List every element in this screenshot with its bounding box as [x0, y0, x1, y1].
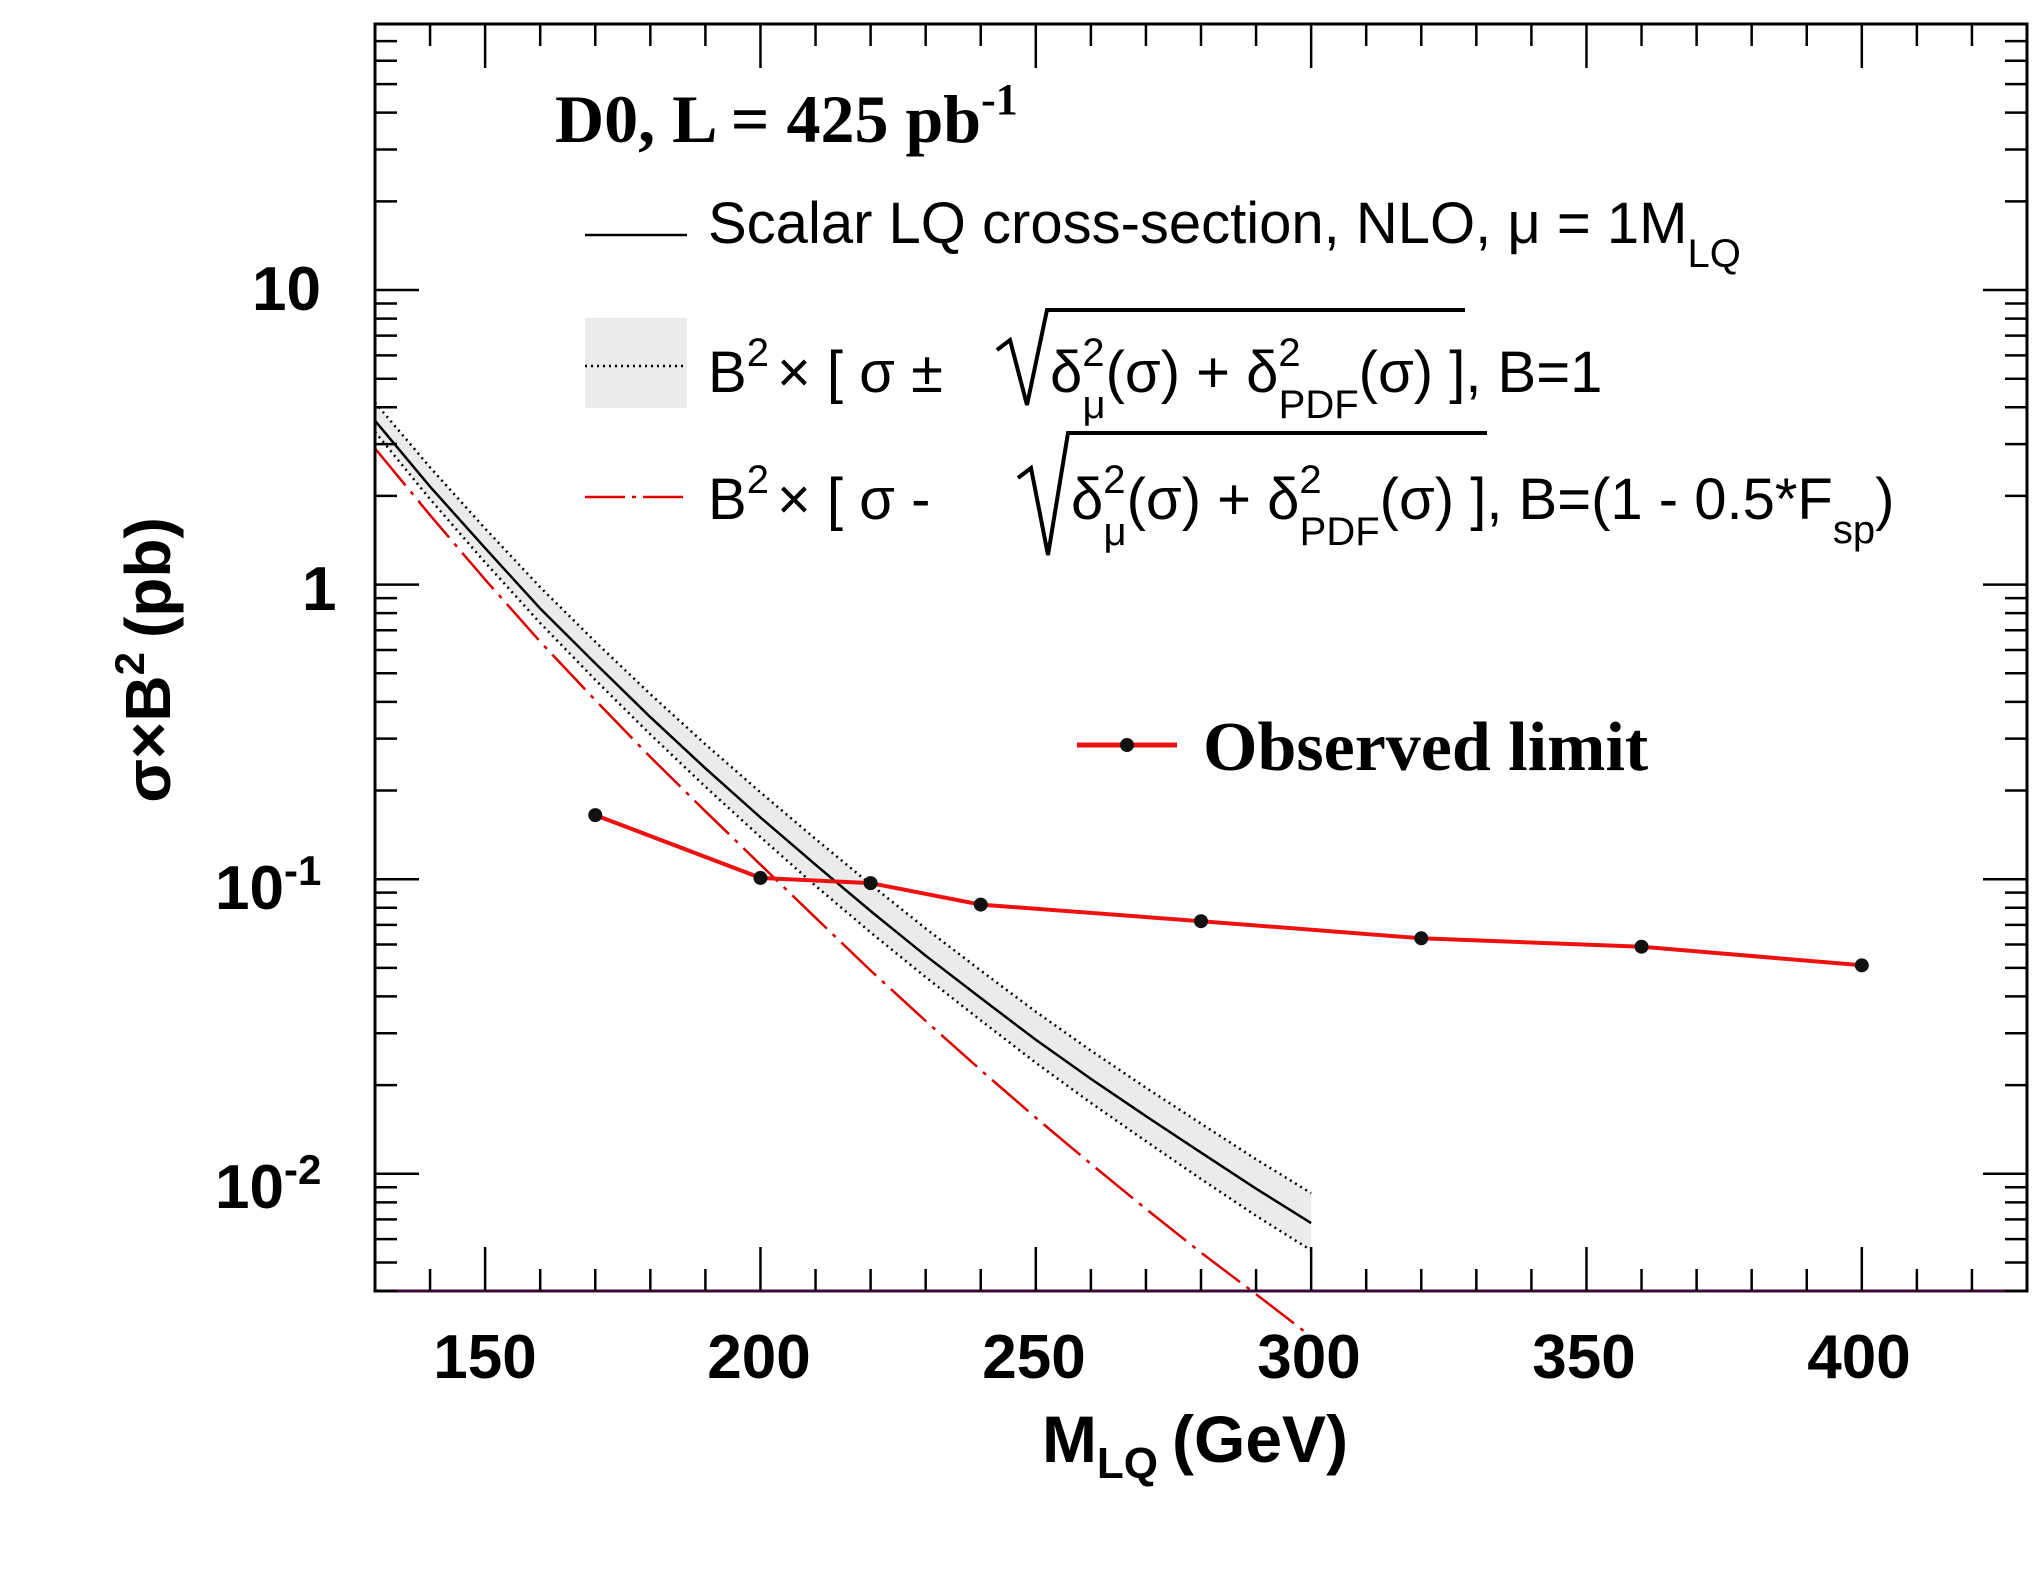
observed-limit-point: [1854, 958, 1869, 973]
plot-title: D0, L = 425 pb-1: [555, 75, 1018, 157]
nlo-cross-section-line: [374, 419, 1312, 1225]
observed-limit-point: [588, 808, 603, 823]
legend-marker-observed: [1120, 738, 1134, 752]
y-tick-label: 10: [252, 255, 321, 324]
observed-limit-point: [973, 897, 988, 912]
band-lower-line: [374, 431, 1312, 1252]
legend-swatch-band: [585, 318, 687, 408]
band-upper-line: [374, 401, 1312, 1195]
y-tick-labels: 10-2 10-1 1 10: [215, 255, 336, 1222]
x-tick-label: 250: [982, 1323, 1085, 1392]
legend-sqrt-content-band: δ2 μ(σ) + δ2 PDF(σ) ], B=1: [1050, 331, 1602, 427]
observed-limit-point: [753, 870, 768, 885]
observed-limit-point: [1634, 939, 1649, 954]
observed-limit-point: [1414, 931, 1429, 946]
x-tick-labels: 150 200 250 300 350 400: [433, 1323, 1910, 1392]
axis-ticks: [375, 22, 2027, 1293]
x-axis-title: MLQ (GeV): [1042, 1402, 1348, 1488]
legend-sqrt-sign-minus: [1016, 431, 1487, 556]
legend: Scalar LQ cross-section, NLO, μ = 1MLQ B…: [585, 191, 1894, 786]
observed-limit-point: [863, 876, 878, 891]
observed-limit-markers: [588, 808, 1869, 973]
x-tick-label: 300: [1257, 1323, 1360, 1392]
legend-label-observed: Observed limit: [1203, 709, 1648, 786]
legend-sqrt-content-minus: δ2 μ(σ) + δ2 PDF(σ) ], B=(1 - 0.5*Fsp): [1071, 458, 1894, 554]
legend-label-minus: B2 × [ σ -: [708, 458, 930, 532]
y-tick-label: 10-2: [215, 1146, 321, 1222]
x-tick-label: 400: [1807, 1323, 1910, 1392]
uncertainty-band: [375, 402, 1312, 1251]
y-tick-label: 10-1: [215, 847, 321, 923]
x-tick-label: 150: [433, 1323, 536, 1392]
reduced-cross-section-line: [374, 447, 1312, 1338]
y-tick-label: 1: [302, 555, 336, 624]
legend-label-nlo: Scalar LQ cross-section, NLO, μ = 1MLQ: [708, 191, 1741, 276]
y-axis-title: σ×B2(pb): [106, 517, 184, 803]
observed-limit-line: [594, 813, 1862, 968]
legend-sqrt-sign-band: [995, 308, 1465, 406]
x-tick-label: 350: [1532, 1323, 1635, 1392]
x-tick-label: 200: [707, 1323, 810, 1392]
observed-limit-point: [1194, 914, 1208, 929]
legend-label-band: B2 × [ σ ±: [708, 331, 943, 405]
